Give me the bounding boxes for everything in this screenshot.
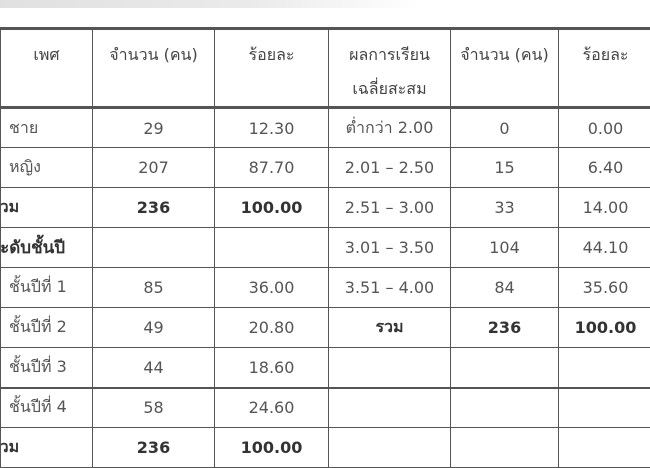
table-cell: ชั้นปีที่ 4 [1,388,93,428]
table-cell: 15 [451,148,559,188]
table-cell: 104 [451,228,559,268]
table-cell [451,348,559,388]
table-cell: 58 [93,388,215,428]
table-cell: 236 [451,308,559,348]
table-cell: 6.40 [559,148,650,188]
header-row: เพศ จำนวน (คน) ร้อยละ ผลการเรียนเฉลี่ยสะ… [1,29,650,108]
table-cell: 207 [93,148,215,188]
table-cell: รวม [1,428,93,468]
table-cell: 0.00 [559,108,650,148]
table-cell [559,388,650,428]
table-cell: 84 [451,268,559,308]
table-cell: 33 [451,188,559,228]
table-cell: 29 [93,108,215,148]
table-cell: ชาย [1,108,93,148]
table-cell: ระดับชั้นปี [1,228,93,268]
cropped-caption [0,0,420,8]
table-cell: 49 [93,308,215,348]
table-cell: 35.60 [559,268,650,308]
table-cell [93,228,215,268]
table-cell: 236 [93,188,215,228]
table-cell: 3.01 – 3.50 [329,228,451,268]
table-cell: ต่ำกว่า 2.00 [329,108,451,148]
header-count-2: จำนวน (คน) [451,29,559,108]
table-cell: 36.00 [215,268,329,308]
table-cell: 87.70 [215,148,329,188]
table-cell: หญิง [1,148,93,188]
table-cell: 3.51 – 4.00 [329,268,451,308]
table-cell: 100.00 [559,308,650,348]
table-cell: 2.01 – 2.50 [329,148,451,188]
header-gpa-line1: ผลการเรียน [329,38,450,72]
table-cell: 100.00 [215,428,329,468]
table-cell [329,348,451,388]
table-cell [329,428,451,468]
table-cell: ชั้นปีที่ 2 [1,308,93,348]
table-cell: 24.60 [215,388,329,428]
table-cell: ชั้นปีที่ 3 [1,348,93,388]
table-cell: 44.10 [559,228,650,268]
header-percent-2: ร้อยละ [559,29,650,108]
table-cell: ชั้นปีที่ 1 [1,268,93,308]
table-cell: รวม [1,188,93,228]
header-gpa: ผลการเรียนเฉลี่ยสะสม [329,29,451,108]
table-cell: 44 [93,348,215,388]
data-table: เพศ จำนวน (คน) ร้อยละ ผลการเรียนเฉลี่ยสะ… [0,27,650,468]
table-cell: 12.30 [215,108,329,148]
table-cell: 2.51 – 3.00 [329,188,451,228]
table-cell [329,388,451,428]
table-cell [451,428,559,468]
table-cell: 100.00 [215,188,329,228]
header-gender: เพศ [1,29,93,108]
table-cell: 14.00 [559,188,650,228]
table-cell: 0 [451,108,559,148]
table-cell: รวม [329,308,451,348]
table-cell: 18.60 [215,348,329,388]
table-cell [215,228,329,268]
header-count: จำนวน (คน) [93,29,215,108]
table-cell: 85 [93,268,215,308]
table-cell [451,388,559,428]
table-cell: 20.80 [215,308,329,348]
header-percent: ร้อยละ [215,29,329,108]
table-cell: 236 [93,428,215,468]
table-cell [559,348,650,388]
header-gpa-line2: เฉลี่ยสะสม [329,72,450,106]
table-cell [559,428,650,468]
